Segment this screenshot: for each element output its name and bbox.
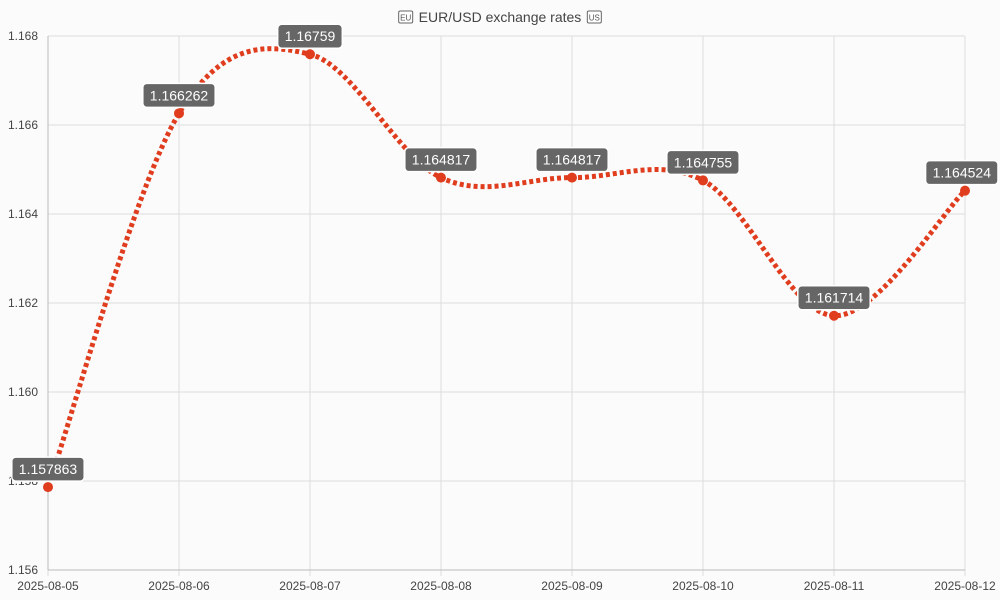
data-label-text: 1.164524 <box>933 165 992 181</box>
x-tick-label: 2025-08-12 <box>934 579 996 593</box>
series-line <box>45 46 967 488</box>
data-label-text: 1.157863 <box>19 461 78 477</box>
data-label: 1.164524 <box>924 159 999 186</box>
y-tick-label: 1.164 <box>8 207 38 221</box>
axes: 1.1561.1581.1601.1621.1641.1661.1682025-… <box>8 29 996 593</box>
svg-text:US: US <box>589 14 600 23</box>
us-flag-icon: US <box>586 10 602 24</box>
x-tick-label: 2025-08-10 <box>672 579 734 593</box>
data-label-text: 1.161714 <box>805 290 864 306</box>
series-line-path <box>45 46 967 488</box>
data-label-text: 1.164817 <box>543 152 602 168</box>
eu-flag-icon: EU <box>398 10 414 24</box>
data-points <box>43 49 970 493</box>
data-point[interactable] <box>43 482 53 493</box>
data-point[interactable] <box>567 172 577 183</box>
data-labels: 1.157863 1.166262 1.16759 1.164817 1.164817 1… <box>11 23 999 482</box>
x-tick-label: 2025-08-08 <box>410 579 472 593</box>
data-point[interactable] <box>436 172 446 183</box>
data-point[interactable] <box>829 310 839 321</box>
data-label: 1.157863 <box>11 456 85 482</box>
x-tick-label: 2025-08-06 <box>148 579 210 593</box>
data-label: 1.16759 <box>276 23 344 49</box>
data-label-text: 1.166262 <box>150 87 209 103</box>
data-label-text: 1.16759 <box>285 28 336 44</box>
y-tick-label: 1.168 <box>8 29 38 43</box>
data-label: 1.164755 <box>666 149 740 176</box>
data-point[interactable] <box>305 49 315 60</box>
data-label: 1.164817 <box>535 146 609 173</box>
svg-text:EU: EU <box>400 14 411 23</box>
chart-title-text: EUR/USD exchange rates <box>419 9 582 25</box>
y-tick-label: 1.162 <box>8 296 38 310</box>
data-point[interactable] <box>174 108 184 119</box>
data-label-text: 1.164817 <box>412 152 471 168</box>
x-tick-label: 2025-08-07 <box>279 579 341 593</box>
chart-title: EU EUR/USD exchange rates US <box>398 9 602 25</box>
y-tick-label: 1.160 <box>8 385 38 399</box>
data-point[interactable] <box>698 175 708 186</box>
x-tick-label: 2025-08-05 <box>17 579 79 593</box>
data-label: 1.164817 <box>404 146 478 173</box>
data-label: 1.166262 <box>142 82 216 109</box>
x-tick-label: 2025-08-11 <box>804 579 865 593</box>
y-tick-label: 1.166 <box>8 118 38 132</box>
data-label: 1.161714 <box>797 284 871 311</box>
y-tick-label: 1.156 <box>8 563 38 577</box>
data-label-text: 1.164755 <box>674 154 733 170</box>
data-point[interactable] <box>960 185 970 196</box>
x-tick-label: 2025-08-09 <box>541 579 603 593</box>
